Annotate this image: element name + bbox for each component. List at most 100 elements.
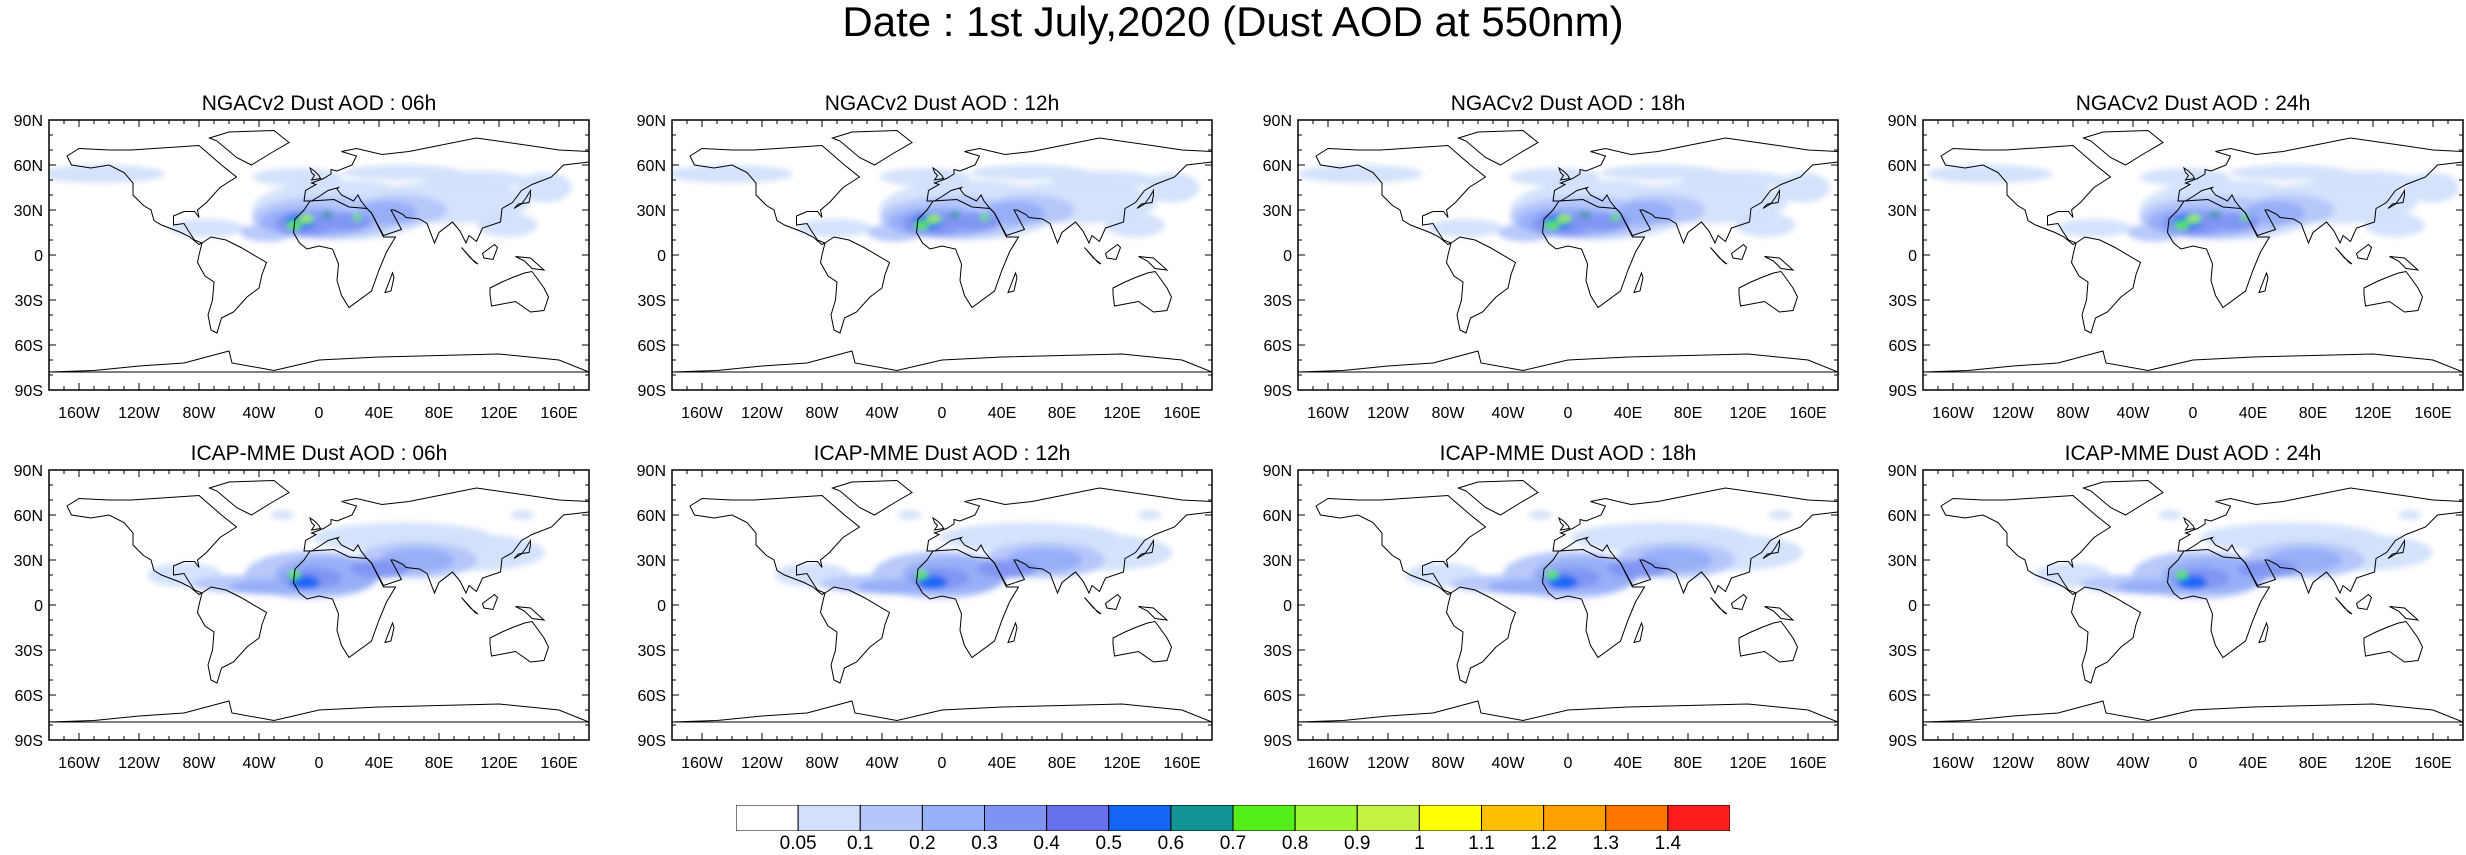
coastline: [819, 586, 891, 684]
aod-contour: [321, 211, 334, 218]
coastline: [303, 487, 589, 595]
coastline: [461, 597, 479, 615]
coastline: [1456, 129, 1539, 166]
lon-label: 0: [315, 405, 324, 422]
lon-label: 80E: [1674, 755, 1702, 772]
coastline: [2183, 166, 2196, 181]
lon-label: 80E: [1674, 405, 1702, 422]
coastline: [2387, 188, 2405, 209]
coastline: [2387, 538, 2405, 559]
lat-label: 30S: [1889, 293, 1917, 310]
colorbar-box: [736, 805, 799, 831]
lon-label: 80E: [425, 755, 453, 772]
coastline: [513, 538, 531, 559]
lat-label: 60N: [1888, 508, 1917, 525]
lat-label: 30N: [637, 553, 666, 570]
lon-label: 120W: [118, 405, 161, 422]
coastline: [1558, 166, 1571, 181]
lat-label: 60S: [638, 338, 666, 355]
colorbar-box: [1356, 805, 1420, 831]
aod-contour: [1528, 510, 1553, 520]
coastline: [481, 593, 499, 611]
map-panel: NGACv2 Dust AOD : 24h 90N 60N 30N 0 30S 60S 90S…: [1888, 92, 2464, 422]
coastline: [2070, 586, 2142, 684]
dust-plume: [1405, 510, 1803, 599]
coastline: [1541, 198, 1646, 309]
map-panel: ICAP-MME Dust AOD : 24h 90N 60N 30N 0 30S 60S 9…: [1888, 442, 2464, 772]
colorbar-label: 1.3: [1592, 833, 1619, 854]
lon-label: 160W: [681, 755, 724, 772]
aod-contour: [1487, 579, 1563, 595]
coastline: [2070, 236, 2142, 334]
coastlines: [49, 479, 589, 723]
coastlines: [1298, 129, 1838, 373]
coastlines: [672, 129, 1212, 373]
aod-contour: [948, 211, 961, 218]
coastline: [1084, 597, 1102, 615]
lon-label: 120W: [118, 755, 161, 772]
coastline: [1764, 606, 1795, 621]
lat-label: 60S: [15, 688, 43, 705]
aod-contour: [352, 214, 362, 221]
lat-label: 0: [1908, 248, 1917, 265]
lon-label: 40W: [243, 755, 277, 772]
lon-label: 80W: [1432, 755, 1466, 772]
coastline: [513, 188, 531, 209]
aod-contour: [298, 214, 314, 224]
coastline: [1456, 479, 1539, 516]
coastline: [1558, 516, 1571, 531]
coastline: [2081, 129, 2164, 166]
map-frame: [1297, 469, 1839, 741]
coastline: [1738, 270, 1799, 313]
lon-label: 80E: [2299, 405, 2327, 422]
lat-label: 30N: [14, 203, 43, 220]
colorbar-box: [1418, 805, 1482, 831]
coastlines: [49, 129, 589, 373]
lon-label: 160W: [58, 755, 101, 772]
lat-label: 60N: [637, 158, 666, 175]
map-panel: ICAP-MME Dust AOD : 06h 90N 60N 30N 0 30S 60S 9…: [14, 442, 590, 772]
lat-label: 90S: [638, 733, 666, 750]
coastline: [1633, 621, 1644, 644]
coastline: [932, 166, 945, 181]
coastline: [309, 516, 322, 531]
colorbar-label: 1.1: [1468, 833, 1495, 854]
aod-contour: [1137, 510, 1162, 520]
dust-plume: [147, 510, 545, 599]
lon-label: 160E: [540, 755, 577, 772]
lon-label: 120E: [1729, 405, 1766, 422]
coastline: [830, 129, 913, 166]
coastline: [1136, 188, 1154, 209]
lon-label: 160E: [1163, 405, 1200, 422]
coastline: [1940, 494, 2112, 596]
coastline: [915, 198, 1020, 309]
lat-label: 90N: [1888, 113, 1917, 130]
lat-label: 30S: [1889, 643, 1917, 660]
coastline: [2355, 593, 2373, 611]
aod-contour: [1145, 172, 1200, 203]
map-frame: [1297, 119, 1839, 391]
lat-label: 30S: [638, 643, 666, 660]
map-area: [49, 129, 589, 373]
coastline: [1445, 586, 1517, 684]
lon-label: 120W: [1992, 755, 2035, 772]
map-plot: 90N 60N 30N 0 30S 60S 90S 160W 120W 80W 40W 0 40E 80E…: [14, 463, 590, 772]
coastline: [2258, 271, 2269, 294]
lon-label: 0: [2189, 405, 2198, 422]
coastline: [1710, 247, 1728, 265]
coastline: [1084, 247, 1102, 265]
coastline: [926, 137, 1212, 245]
coastline: [384, 621, 395, 644]
coastline: [292, 548, 397, 659]
colorbar-box: [921, 805, 985, 831]
coastline: [1007, 271, 1018, 294]
lon-label: 80W: [183, 755, 217, 772]
lat-label: 90S: [1889, 733, 1917, 750]
colorbar-box: [1170, 805, 1234, 831]
lon-label: 160W: [1307, 405, 1350, 422]
aod-contour: [2175, 570, 2188, 580]
coastline: [1738, 620, 1799, 663]
aod-contour: [2117, 579, 2193, 595]
map-area: [1298, 479, 1838, 723]
dust-plume: [1298, 165, 1830, 242]
